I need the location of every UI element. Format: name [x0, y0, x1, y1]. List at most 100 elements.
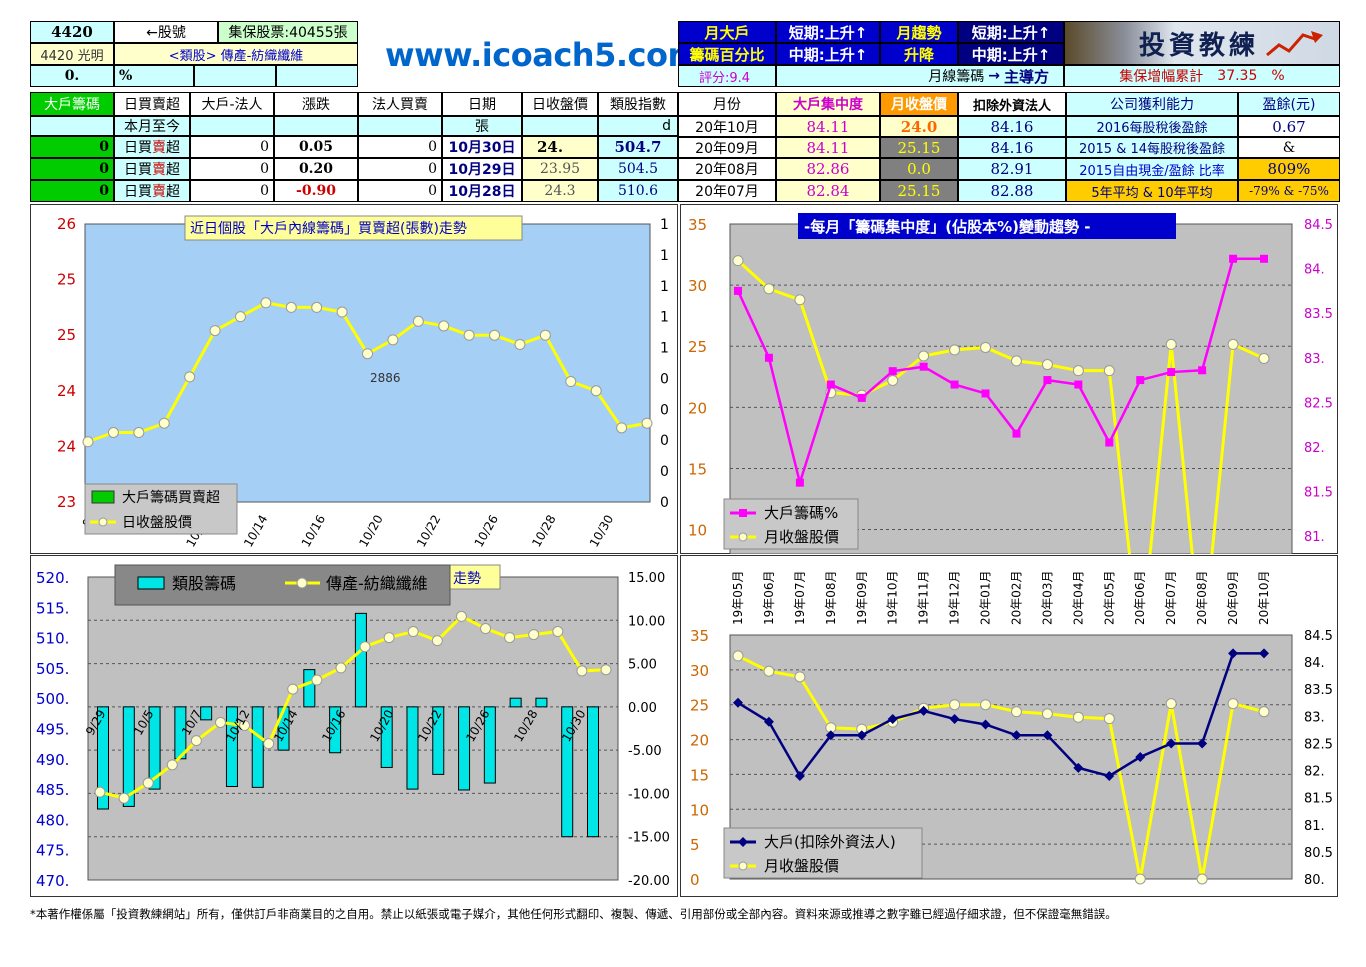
m-month: 20年09月	[678, 137, 776, 158]
left-tick-label: 25	[57, 271, 76, 289]
left-tick-label: 35	[690, 627, 709, 645]
sub-unit: 張	[442, 116, 522, 136]
close-price-point	[980, 699, 992, 711]
row-chips: 0	[30, 158, 114, 180]
close-price-point	[539, 329, 551, 341]
dominant-label: 主導方	[1003, 67, 1049, 86]
row-change: -0.90	[274, 180, 358, 202]
sector-index-point	[576, 665, 588, 677]
legend-swatch-marker	[738, 837, 748, 847]
right-tick-label: 0	[660, 433, 669, 449]
sector-chip-bar	[303, 669, 316, 708]
sector-index-point	[407, 626, 419, 638]
row-diff: 0	[190, 158, 274, 180]
th-mclose: 月收盤價	[880, 92, 958, 116]
industry-label: <類股> 傳產-紡織纖維	[114, 43, 358, 65]
m-excl: 84.16	[958, 116, 1066, 137]
monthly-chips-label: 月線籌碼	[928, 69, 985, 85]
category-label: 20年07月	[1164, 570, 1178, 625]
category-label: 19年10月	[886, 570, 900, 625]
right-tick-label: 84.	[1304, 656, 1325, 671]
big-holder-label-2: 籌碼百分比	[678, 43, 776, 65]
right-tick-label: -15.00	[628, 831, 670, 846]
right-tick-label: -5.00	[628, 744, 662, 759]
close-price-point	[1258, 352, 1270, 364]
close-price-line	[737, 654, 1265, 880]
website-link[interactable]: www.icoach5.com	[385, 36, 701, 74]
close-price-point	[616, 422, 628, 434]
concentration-point	[795, 478, 804, 487]
excl-foreign-point	[825, 730, 836, 741]
close-price-point	[209, 325, 221, 337]
right-tick-label: 84.5	[1304, 218, 1333, 233]
right-tick-label: 80.5	[1304, 846, 1333, 861]
close-price-point	[387, 334, 399, 346]
mid-term-2: 中期:上升↑	[958, 43, 1064, 65]
legend-label: 大戶籌碼%	[764, 504, 838, 522]
row-date: 10月30日	[442, 136, 522, 158]
chart4-svg: 19年05月 19年06月 19年07月 19年08月 19年09月 19年10月 19年1…	[690, 570, 1333, 889]
excl-foreign-point	[1135, 752, 1146, 762]
x-tick-label: 10/20	[356, 513, 385, 550]
left-tick-label: 15	[690, 766, 709, 784]
profit-table: 公司獲利能力 盈餘(元) 2016每股稅後盈餘 0.67 2015 & 14每股…	[1066, 92, 1340, 202]
close-price-point	[980, 341, 992, 353]
row-type-pre: 日買	[124, 184, 152, 200]
sector-index-point	[600, 664, 612, 676]
left-tick-label: 0	[690, 871, 700, 889]
m-excl: 82.88	[958, 180, 1066, 202]
p-label-2: 2015 & 14每股稅後盈餘	[1066, 137, 1238, 158]
logo: 投資教練	[1064, 21, 1340, 65]
left-tick-label: 30	[688, 277, 707, 295]
big-holder-label-1: 月大戶	[678, 21, 776, 43]
close-price-point	[412, 315, 424, 327]
x-tick-label: 10/22	[414, 513, 443, 550]
x-tick-label: 10/16	[299, 513, 328, 550]
close-price-point	[1072, 365, 1084, 377]
left-tick-label: 490.	[36, 751, 69, 769]
m-conc: 84.11	[776, 137, 880, 158]
right-tick-label: 15.00	[628, 571, 665, 586]
sector-index-point	[528, 629, 540, 641]
right-tick-label: 82.	[1304, 441, 1325, 456]
category-label: 20年06月	[1133, 570, 1147, 625]
sub-blank-1	[30, 116, 114, 136]
disclaimer: *本著作權係屬「投資教練網站」所有，僅供訂戶非商業目的之自用。禁止以紙張或電子媒…	[30, 907, 1117, 921]
row-type-pre: 日買	[124, 162, 152, 178]
p-value-2: &	[1238, 137, 1340, 158]
close-price-point	[732, 255, 744, 267]
sector-index-point	[263, 738, 275, 750]
excl-foreign-point	[794, 770, 805, 781]
left-tick-label: 23	[57, 493, 76, 511]
left-tick-label: 10	[690, 801, 709, 819]
close-price-point	[1165, 338, 1177, 350]
legend-swatch-marker	[738, 532, 748, 542]
close-price-point	[1041, 708, 1053, 720]
close-price-point	[1134, 873, 1146, 885]
category-label: 20年08月	[1195, 570, 1209, 625]
sector-chip-bar	[535, 697, 548, 708]
m-conc: 82.86	[776, 158, 880, 180]
row-diff: 0	[190, 136, 274, 158]
close-price-point	[133, 427, 145, 438]
row-inst: 0	[358, 158, 442, 180]
legend-label: 月收盤股價	[764, 528, 839, 546]
close-price-point	[514, 338, 526, 350]
legend-label: 傳產-紡織纖維	[326, 574, 428, 593]
close-price-point	[1103, 365, 1115, 377]
close-price-point	[1010, 355, 1022, 367]
th-month: 月份	[678, 92, 776, 116]
category-label: 19年08月	[824, 570, 838, 625]
concentration-point	[826, 380, 835, 389]
legend-label: 類股籌碼	[172, 574, 236, 593]
close-price-point	[641, 417, 653, 429]
row-date: 10月29日	[442, 158, 522, 180]
th-date: 日期	[442, 92, 522, 116]
close-price-point	[285, 301, 297, 313]
row-close: 24.3	[522, 180, 598, 202]
row-index: 504.7	[598, 136, 678, 158]
sector-chip-bar	[509, 697, 522, 708]
sector-chip-bar	[251, 706, 264, 788]
m-close: 24.0	[880, 116, 958, 137]
sector-index-point	[359, 641, 371, 653]
